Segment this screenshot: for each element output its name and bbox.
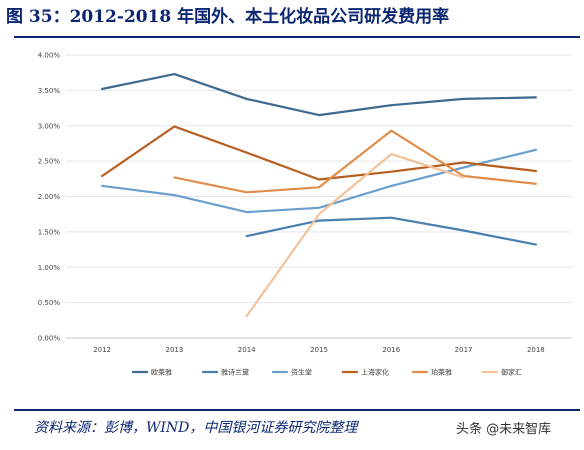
legend-label: 雅诗兰黛 <box>221 368 249 377</box>
x-axis-ticks: 2012 2013 2014 2015 2016 2017 2018 <box>93 346 545 354</box>
y-tick-label: 0.00% <box>38 335 61 343</box>
series-line-1 <box>101 73 537 117</box>
legend-label: 上海家化 <box>361 368 389 377</box>
x-tick-label: 2015 <box>310 346 328 354</box>
y-axis-ticks: 0.00% 0.50% 1.00% 1.50% 2.00% 2.50% 3.00% 3.50%… <box>38 52 61 343</box>
y-tick-label: 3.00% <box>38 122 61 130</box>
x-tick-label: 2017 <box>455 346 473 354</box>
source-note: 资料来源：彭博，WIND，中国银河证券研究院整理 <box>34 420 358 436</box>
figure-title: 图 35：2012-2018 年国外、本土化妆品公司研发费用率 <box>6 7 450 27</box>
x-tick-label: 2012 <box>93 346 111 354</box>
y-tick-label: 2.50% <box>38 158 61 166</box>
series-line-6 <box>245 153 465 318</box>
x-tick-label: 2018 <box>527 346 545 354</box>
x-tick-label: 2016 <box>382 346 400 354</box>
legend-label: 御家汇 <box>501 368 522 377</box>
x-tick-label: 2014 <box>238 346 256 354</box>
gridlines <box>66 54 572 304</box>
y-tick-label: 1.50% <box>38 228 61 236</box>
watermark: 头条 @未来智库 <box>456 422 552 437</box>
source-rule <box>14 409 580 411</box>
legend-label: 珀莱雅 <box>431 368 452 377</box>
y-tick-label: 0.50% <box>38 299 61 307</box>
series-line-2 <box>245 216 537 246</box>
series-line-5 <box>173 129 537 194</box>
y-tick-label: 4.00% <box>38 52 61 60</box>
series-lines <box>101 73 537 318</box>
legend-label: 资生堂 <box>291 368 312 377</box>
series-line-3 <box>101 148 537 214</box>
y-tick-label: 3.50% <box>38 87 61 95</box>
y-tick-label: 1.00% <box>38 264 61 272</box>
y-tick-label: 2.00% <box>38 193 61 201</box>
x-tick-label: 2013 <box>166 346 184 354</box>
legend: 欧莱雅 雅诗兰黛 资生堂 上海家化 珀莱雅 御家汇 <box>131 368 522 377</box>
legend-label: 欧莱雅 <box>151 368 172 377</box>
title-rule <box>14 36 580 38</box>
series-line-4 <box>101 125 537 181</box>
